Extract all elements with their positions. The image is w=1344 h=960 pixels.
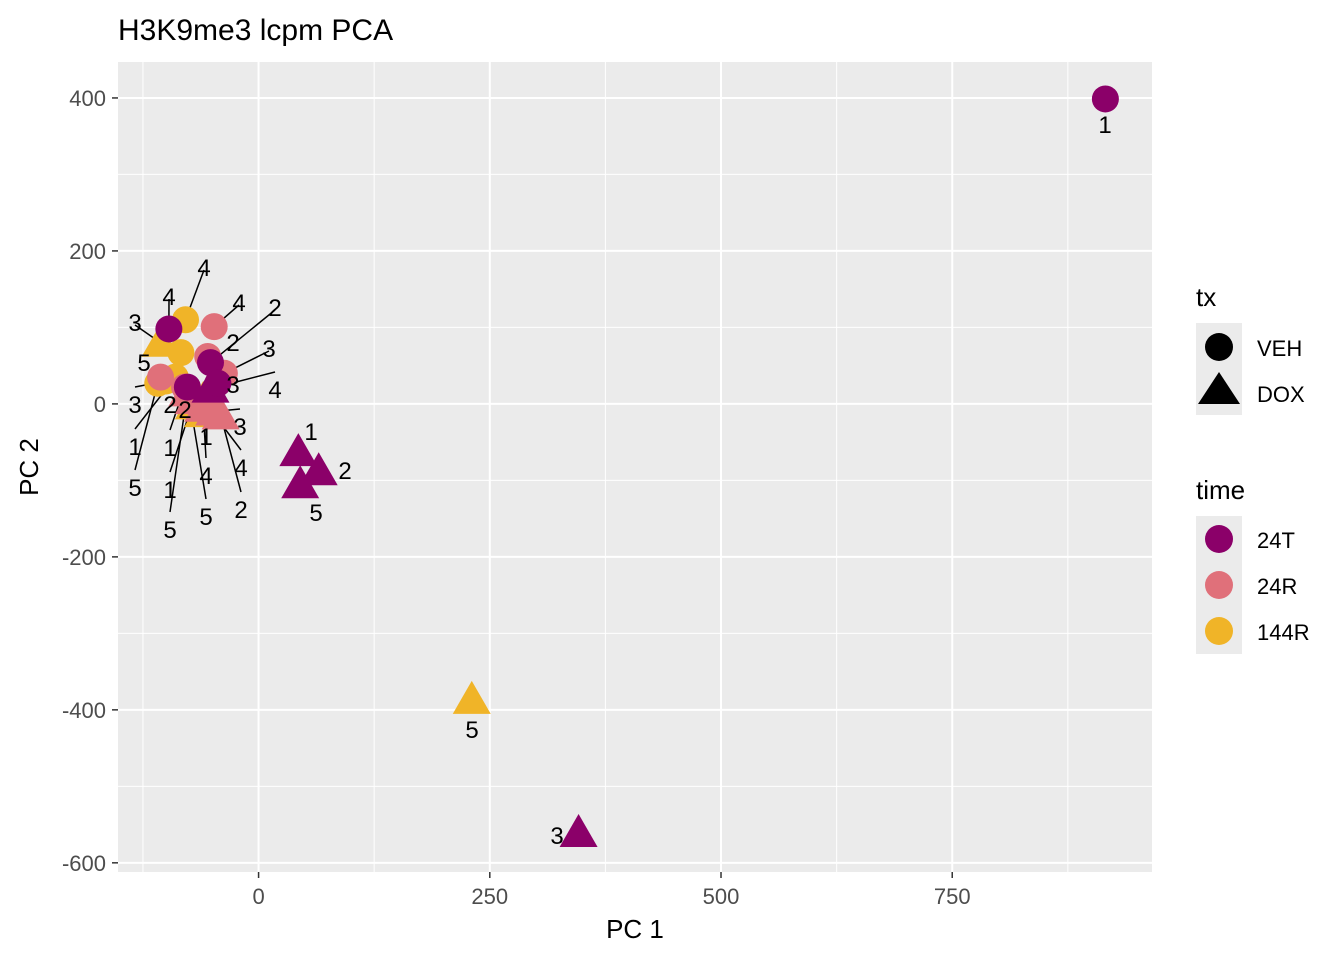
- point-circle: [1091, 85, 1119, 113]
- point-label: 5: [309, 500, 322, 527]
- point-label: 2: [234, 497, 247, 524]
- point-triangle: [299, 452, 338, 486]
- point-triangle: [559, 813, 598, 847]
- point-label: 2: [163, 392, 176, 419]
- point-label: 1: [199, 424, 212, 451]
- axis-ticks: 0 250 500 750 -600 -400 -200 0 200 400: [62, 86, 971, 909]
- y-tick-label: -200: [62, 545, 106, 570]
- point-label: 3: [262, 336, 275, 363]
- grid-lines: [118, 62, 1152, 872]
- point-triangle: [279, 433, 318, 467]
- point-label: 3: [233, 414, 246, 441]
- point-label: 4: [199, 463, 212, 490]
- x-tick-label: 500: [703, 884, 740, 909]
- legend-tx-dox: DOX: [1257, 382, 1305, 407]
- legend-144r-swatch: [1205, 617, 1233, 645]
- x-axis-label: PC 1: [606, 914, 664, 944]
- point-circle: [196, 349, 224, 377]
- legend-tx-title: tx: [1196, 282, 1216, 312]
- x-tick-label: 750: [934, 884, 971, 909]
- legend-24t-swatch: [1205, 525, 1233, 553]
- y-tick-label: -600: [62, 851, 106, 876]
- legend-time-title: time: [1196, 475, 1245, 505]
- point-label: 2: [338, 458, 351, 485]
- point-label: 5: [199, 504, 212, 531]
- y-tick-label: 400: [69, 86, 106, 111]
- point-label: 3: [550, 823, 563, 850]
- legend-time: time 24T 24R 144R: [1196, 475, 1310, 654]
- x-tick-label: 250: [471, 884, 508, 909]
- label-leader-line: [134, 383, 159, 471]
- legend-24r-swatch: [1205, 571, 1233, 599]
- point-label: 1: [304, 419, 317, 446]
- y-tick-label: 200: [69, 239, 106, 264]
- point-triangle: [195, 392, 234, 426]
- y-tick-label: -400: [62, 698, 106, 723]
- point-label: 1: [163, 435, 176, 462]
- legend-time-24t: 24T: [1257, 528, 1295, 553]
- point-label: 5: [465, 717, 478, 744]
- point-circle: [155, 315, 183, 343]
- legend-time-144r: 144R: [1257, 620, 1310, 645]
- point-triangle: [452, 680, 491, 714]
- point-label: 4: [268, 377, 281, 404]
- legend-triangle-icon: [1198, 372, 1240, 404]
- label-leader-line: [210, 309, 276, 364]
- point-label: 3: [128, 310, 141, 337]
- point-circle: [204, 369, 232, 397]
- point-label: 1: [1098, 112, 1111, 139]
- data-points: [141, 85, 1119, 847]
- point-label: 2: [178, 397, 191, 424]
- point-label: 1: [128, 434, 141, 461]
- plot-panel: [118, 62, 1152, 872]
- point-triangle: [281, 465, 320, 499]
- point-label: 3: [128, 392, 141, 419]
- point-label: 2: [268, 295, 281, 322]
- point-label: 4: [234, 455, 247, 482]
- legend-tx-veh: VEH: [1257, 336, 1302, 361]
- legend-time-24r: 24R: [1257, 574, 1297, 599]
- legend-circle-icon: [1205, 333, 1233, 361]
- y-axis-label: PC 2: [14, 438, 44, 496]
- legend-tx: tx VEH DOX: [1196, 282, 1305, 415]
- point-label: 5: [128, 475, 141, 502]
- point-label: 2: [226, 330, 239, 357]
- point-label: 5: [163, 517, 176, 544]
- point-label: 4: [232, 290, 245, 317]
- point-label: 4: [162, 284, 175, 311]
- point-circle: [147, 363, 175, 391]
- x-tick-label: 0: [252, 884, 264, 909]
- y-tick-label: 0: [94, 392, 106, 417]
- point-label: 5: [137, 350, 150, 377]
- point-circle: [173, 373, 201, 401]
- point-label: 1: [163, 477, 176, 504]
- point-label: 3: [226, 372, 239, 399]
- point-circle: [200, 313, 228, 341]
- point-circle: [167, 339, 195, 367]
- chart-title: H3K9me3 lcpm PCA: [118, 14, 393, 47]
- point-label: 4: [197, 255, 210, 282]
